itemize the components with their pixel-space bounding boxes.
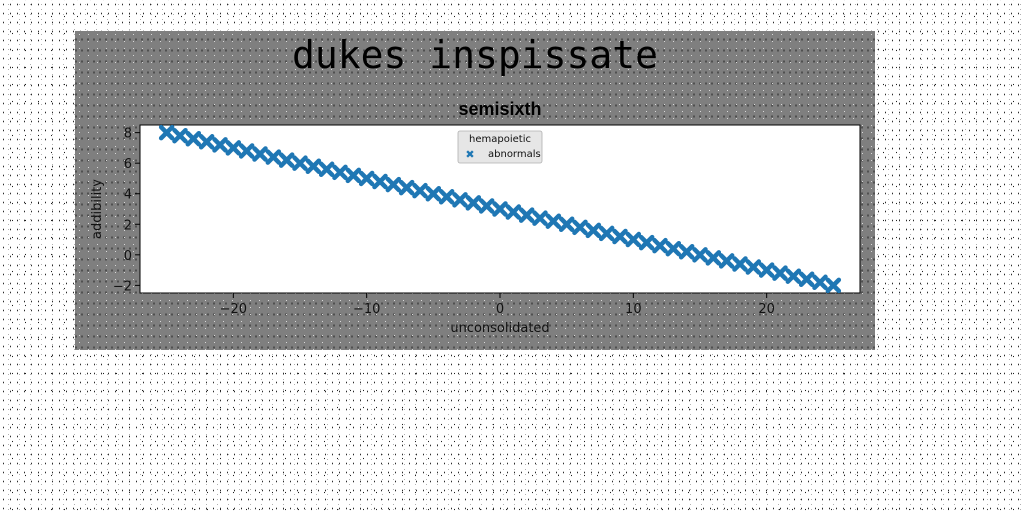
y-tick-label: −2 (113, 279, 132, 294)
data-point (572, 219, 588, 236)
data-point (798, 271, 815, 288)
data-point (225, 140, 242, 156)
data-point (198, 134, 215, 150)
data-point (718, 253, 735, 269)
x-tick-label: 20 (758, 302, 775, 317)
data-point (732, 256, 748, 272)
data-point (412, 182, 428, 199)
data-point (318, 161, 335, 178)
data-point (745, 259, 762, 275)
y-tick-label: 6 (124, 157, 132, 172)
x-tick-label: −10 (353, 302, 380, 317)
data-point (238, 143, 255, 159)
data-point (438, 189, 455, 205)
data-point (692, 247, 708, 263)
legend: hemapoietic ✖ abnormals (457, 130, 543, 164)
data-point (598, 225, 615, 242)
y-tick-label: 2 (124, 218, 132, 233)
legend-entry-label: abnormals (488, 149, 541, 160)
data-point (358, 170, 375, 187)
data-point (305, 158, 322, 174)
legend-marker-icon: ✖ (465, 148, 474, 161)
chart-suptitle: dukes inspissate (292, 33, 658, 77)
data-point (252, 146, 268, 162)
data-point (452, 192, 468, 208)
y-axis-label: addibility (90, 179, 105, 239)
data-point (638, 234, 655, 251)
data-point (625, 231, 642, 248)
x-tick-label: 10 (625, 302, 642, 317)
data-point (665, 240, 682, 257)
legend-box (457, 130, 543, 164)
data-point (558, 216, 575, 233)
data-point (758, 262, 775, 278)
data-point (185, 130, 202, 147)
data-point (612, 228, 628, 245)
data-point (278, 152, 295, 168)
data-point (385, 176, 402, 193)
x-tick-label: −20 (220, 302, 247, 317)
data-point (425, 185, 442, 202)
data-point (292, 155, 308, 171)
data-point (492, 201, 508, 217)
data-point (825, 277, 842, 294)
data-point (332, 164, 348, 181)
data-point (345, 167, 362, 184)
y-tick-label: 4 (124, 188, 132, 203)
legend-title: hemapoietic (469, 134, 531, 145)
data-point (212, 137, 228, 153)
y-tick-label: 0 (124, 249, 132, 264)
data-point (652, 237, 668, 254)
data-point (585, 222, 602, 239)
x-axis-ticks: −20 −10 0 10 20 (220, 293, 775, 317)
data-marks (158, 124, 842, 294)
data-point (398, 179, 415, 196)
data-point (172, 127, 188, 144)
data-point (465, 195, 482, 211)
x-axis-label: unconsolidated (450, 321, 549, 336)
data-point (158, 124, 175, 141)
data-point (678, 244, 695, 260)
data-point (372, 173, 388, 190)
data-point (505, 204, 522, 220)
data-point (265, 149, 282, 165)
data-point (478, 198, 495, 214)
data-point (532, 210, 548, 226)
data-point (812, 274, 828, 291)
y-tick-label: 8 (124, 127, 132, 142)
chart-figure: dukes inspissate semisixth −20 −10 0 10 20 −… (75, 31, 875, 350)
data-point (518, 207, 535, 223)
data-point (705, 250, 722, 266)
y-axis-ticks: −2 0 2 4 6 8 (113, 127, 140, 294)
data-point (545, 213, 562, 229)
chart-svg: dukes inspissate semisixth −20 −10 0 10 20 −… (90, 33, 861, 336)
x-tick-label: 0 (496, 302, 504, 317)
chart-title: semisixth (458, 99, 541, 119)
data-point (772, 265, 788, 281)
data-point (785, 268, 802, 284)
